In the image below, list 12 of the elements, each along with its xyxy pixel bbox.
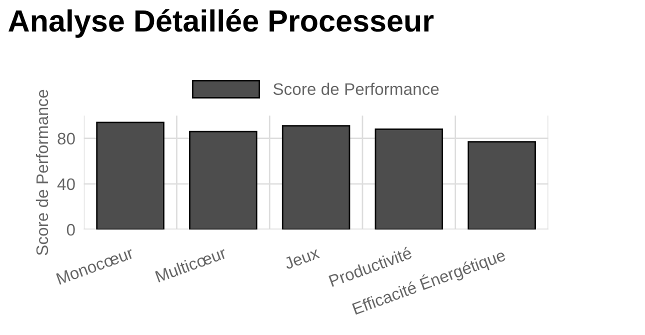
bar bbox=[374, 128, 444, 230]
bar bbox=[282, 125, 350, 230]
legend-label: Score de Performance bbox=[273, 82, 439, 96]
y-tick-label: 0 bbox=[66, 224, 75, 236]
y-tick-label: 40 bbox=[57, 178, 75, 190]
x-tick-label: Jeux bbox=[283, 246, 320, 270]
bar bbox=[96, 122, 164, 230]
bar bbox=[189, 130, 258, 230]
chart-title: Analyse Détaillée Processeur bbox=[8, 9, 434, 38]
y-tick-label: 80 bbox=[58, 132, 75, 145]
y-axis-title: Score de Performance bbox=[36, 90, 48, 256]
bar bbox=[468, 141, 536, 230]
